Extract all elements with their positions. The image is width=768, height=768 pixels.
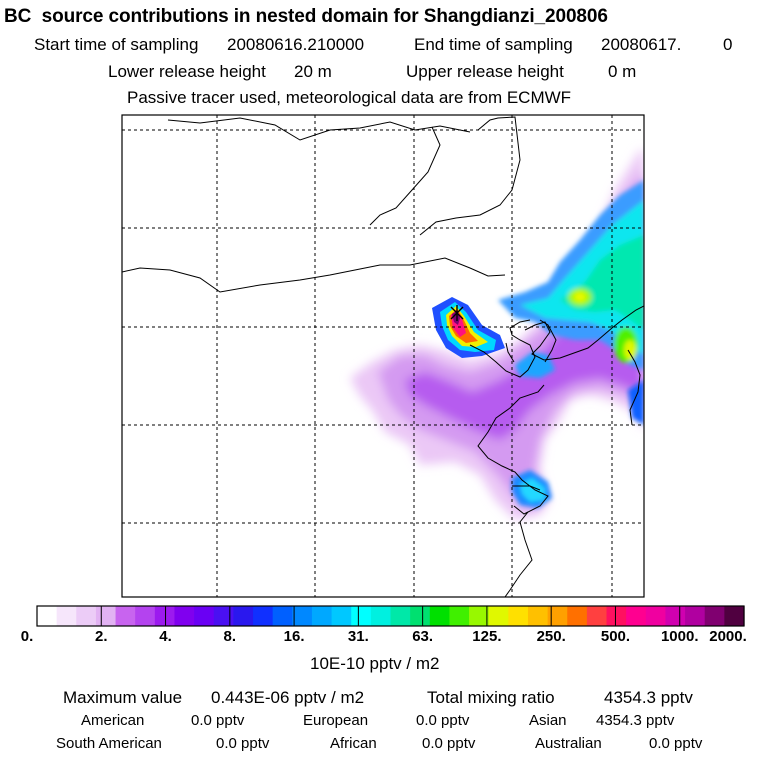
- colorbar-cell: [488, 606, 509, 626]
- colorbar-cell: [95, 606, 117, 626]
- region-australian-label: Australian: [535, 735, 602, 752]
- lower-release-value: 20 m: [294, 62, 332, 81]
- colorbar-cell: [508, 606, 529, 626]
- colorbar-cell: [351, 606, 372, 626]
- colorbar-cell: [685, 606, 706, 626]
- end-time-label: End time of sampling: [414, 35, 573, 54]
- colorbar-tick-label: 125.: [472, 628, 502, 645]
- coastlines: [122, 116, 644, 597]
- colorbar-cell: [429, 606, 451, 626]
- colorbar-cell: [76, 606, 97, 626]
- colorbar-tick-label: 31.: [347, 628, 369, 645]
- colorbar-cell: [469, 606, 490, 626]
- region-african-value: 0.0 pptv: [422, 735, 476, 752]
- region-european-value: 0.0 pptv: [416, 712, 470, 729]
- colorbar-cell: [331, 606, 352, 626]
- colorbar-cell: [37, 606, 58, 626]
- colorbar-cell: [272, 606, 293, 626]
- tracer-note: Passive tracer used, meteorological data…: [127, 88, 572, 107]
- colorbar-cell: [449, 606, 470, 626]
- colorbar-cell: [410, 606, 431, 626]
- colorbar-cell: [154, 606, 176, 626]
- region-south-american-label: South American: [56, 735, 162, 752]
- colorbar-cell: [724, 606, 745, 626]
- max-value-label: Maximum value: [63, 688, 183, 707]
- colorbar-cell: [56, 606, 77, 626]
- colorbar-tick-label: 16.: [283, 628, 305, 645]
- colorbar-tick-label: 1000.: [660, 628, 699, 645]
- colorbar-cell: [370, 606, 392, 626]
- region-south-american-value: 0.0 pptv: [216, 735, 270, 752]
- colorbar-cell: [390, 606, 411, 626]
- start-time-label: Start time of sampling: [34, 35, 199, 54]
- colorbar-cell: [645, 606, 667, 626]
- plume-hotspot: [432, 297, 505, 358]
- colorbar-tick-label: 2000.: [709, 628, 747, 645]
- colorbar-tick-label: 4.: [159, 628, 172, 645]
- colorbar-cell: [253, 606, 274, 626]
- colorbar-cell: [233, 606, 254, 626]
- upper-release-value: 0 m: [608, 62, 637, 81]
- upper-release-label: Upper release height: [406, 62, 564, 81]
- lower-release-label: Lower release height: [108, 62, 266, 81]
- region-asian-value: 4354.3 pptv: [596, 712, 675, 729]
- colorbar-tick-label: 500.: [600, 628, 631, 645]
- colorbar-cell: [135, 606, 156, 626]
- end-time-extra: 0: [723, 35, 733, 54]
- colorbar-tick-label: 250.: [536, 628, 566, 645]
- max-value: 0.443E-06 pptv / m2: [211, 688, 365, 707]
- colorbar-frame: [36, 605, 745, 627]
- start-time-value: 20080616.210000: [227, 35, 365, 54]
- plume-outer: [350, 150, 644, 520]
- colorbar-cell: [174, 606, 195, 626]
- colorbar-cell: [292, 606, 313, 626]
- colorbar-cell: [606, 606, 627, 626]
- colorbar-cell: [665, 606, 686, 626]
- total-mixing-value: 4354.3 pptv: [604, 688, 693, 707]
- colorbar-tick-label: 0.: [20, 628, 34, 645]
- region-asian-label: Asian: [529, 712, 567, 729]
- colorbar-cell: [704, 606, 725, 626]
- colorbar-cell: [194, 606, 215, 626]
- end-time-value: 20080617.: [601, 35, 682, 54]
- colorbar-cell: [547, 606, 568, 626]
- region-american-label: American: [81, 712, 145, 729]
- colorbar-cell: [311, 606, 333, 626]
- region-australian-value: 0.0 pptv: [649, 735, 703, 752]
- colorbar-cell: [115, 606, 136, 626]
- total-mixing-label: Total mixing ratio: [427, 688, 555, 707]
- plume-high: [498, 180, 644, 508]
- colorbar-cell: [567, 606, 588, 626]
- colorbar-cell: [527, 606, 549, 626]
- map-gridlines: [122, 115, 644, 597]
- colorbar-tick-label: 63.: [412, 628, 434, 645]
- region-african-label: African: [330, 735, 377, 752]
- region-european-label: European: [303, 712, 369, 729]
- chart-title: BC source contributions in nested domain…: [4, 6, 608, 27]
- colorbar-cell: [586, 606, 608, 626]
- colorbar-unit: 10E-10 pptv / m2: [310, 654, 440, 673]
- colorbar-cell: [213, 606, 234, 626]
- region-american-value: 0.0 pptv: [191, 712, 245, 729]
- map-frame: [121, 114, 645, 598]
- colorbar-tick-label: 8.: [223, 628, 237, 645]
- colorbar-cell: [626, 606, 647, 626]
- colorbar-tick-label: 2.: [95, 628, 108, 645]
- receptor-marker: [450, 305, 464, 321]
